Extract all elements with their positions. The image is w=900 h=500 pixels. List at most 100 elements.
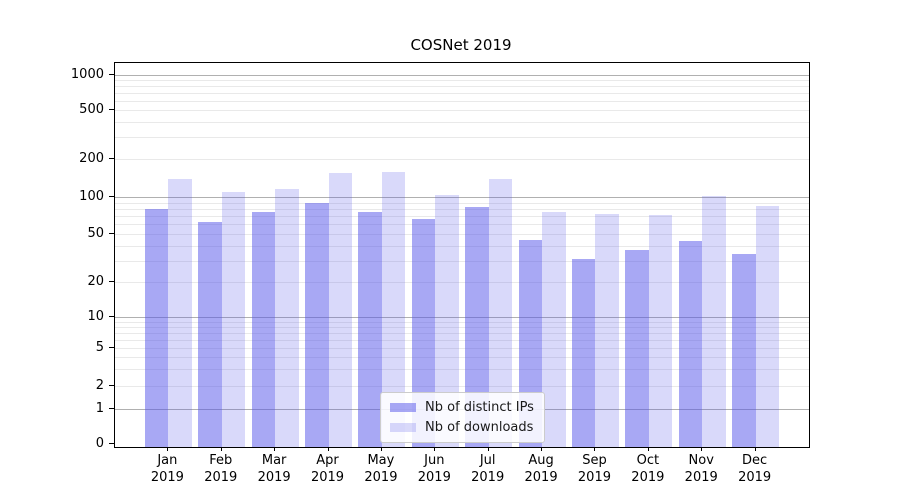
y-tick-label-20: 20 (87, 274, 104, 289)
minor-gridline-200 (115, 159, 809, 160)
legend-label-distinct-ips: Nb of distinct IPs (425, 400, 534, 415)
x-tick-mark-may (380, 447, 382, 451)
y-tick-mark-1 (109, 408, 114, 409)
x-tick-mark-feb (220, 447, 222, 451)
legend-swatch-downloads (390, 423, 416, 432)
bar-downloads-sep (595, 213, 619, 447)
x-tick-year: 2019 (524, 470, 558, 485)
legend-item-distinct-ips: Nb of distinct IPs (390, 399, 534, 416)
y-tick-label-1000: 1000 (70, 67, 104, 82)
minor-gridline-9 (115, 322, 809, 323)
x-tick-month: May (367, 453, 395, 468)
x-tick-label-dec: Dec 2019 (723, 452, 787, 486)
minor-gridline-8 (115, 327, 809, 328)
bar-distinct-ips-apr (305, 202, 329, 447)
bar-downloads-aug (542, 211, 566, 447)
y-tick-label-100: 100 (79, 189, 104, 204)
minor-gridline-60 (115, 224, 809, 225)
bar-distinct-ips-jul (465, 206, 489, 447)
x-tick-mark-apr (327, 447, 329, 451)
x-tick-label-jul: Jul 2019 (456, 452, 520, 486)
minor-gridline-4 (115, 357, 809, 358)
x-tick-month: Sep (582, 453, 607, 468)
bar-distinct-ips-jun (411, 219, 436, 447)
bar-downloads-dec (755, 206, 780, 447)
minor-gridline-400 (115, 122, 809, 123)
minor-gridline-900 (115, 80, 809, 81)
x-tick-mark-jul (487, 447, 489, 451)
x-tick-mark-jan (167, 447, 169, 451)
x-tick-year: 2019 (577, 470, 611, 485)
minor-gridline-7 (115, 333, 809, 334)
y-tick-label-2: 2 (95, 378, 104, 393)
x-tick-year: 2019 (204, 470, 238, 485)
x-tick-year: 2019 (150, 470, 184, 485)
x-tick-label-apr: Apr 2019 (296, 452, 360, 486)
bar-distinct-ips-feb (198, 221, 222, 447)
x-tick-mark-dec (754, 447, 756, 451)
legend: Nb of distinct IPs Nb of downloads (380, 392, 545, 443)
bar-distinct-ips-nov (678, 240, 703, 447)
minor-gridline-300 (115, 137, 809, 138)
bar-downloads-mar (275, 188, 299, 447)
plot-area: Nb of distinct IPs Nb of downloads (114, 62, 810, 448)
y-tick-mark-500 (109, 109, 114, 110)
x-tick-month: Feb (209, 453, 233, 468)
bar-downloads-jul (488, 178, 513, 447)
x-tick-label-may: May 2019 (349, 452, 413, 486)
minor-gridline-700 (115, 93, 809, 94)
minor-gridline-500 (115, 110, 809, 111)
bar-distinct-ips-mar (251, 212, 276, 447)
y-tick-label-1: 1 (95, 401, 104, 416)
y-tick-label-50: 50 (87, 226, 104, 241)
x-tick-year: 2019 (417, 470, 451, 485)
y-tick-label-200: 200 (79, 151, 104, 166)
x-tick-mark-nov (701, 447, 703, 451)
x-tick-month: Apr (316, 453, 339, 468)
legend-label-downloads: Nb of downloads (425, 420, 534, 435)
minor-gridline-80 (115, 209, 809, 210)
x-tick-mark-sep (594, 447, 596, 451)
x-tick-year: 2019 (257, 470, 291, 485)
y-tick-mark-200 (109, 158, 114, 159)
legend-swatch-distinct-ips (390, 403, 416, 412)
y-tick-mark-10 (109, 316, 114, 317)
minor-gridline-6 (115, 340, 809, 341)
x-tick-mark-oct (647, 447, 649, 451)
bar-downloads-apr (328, 172, 353, 447)
x-tick-label-feb: Feb 2019 (189, 452, 253, 486)
x-tick-month: Jun (424, 453, 445, 468)
bar-downloads-may (381, 171, 406, 447)
bar-downloads-feb (221, 191, 246, 447)
y-tick-mark-0 (109, 443, 114, 444)
x-tick-year: 2019 (631, 470, 665, 485)
minor-gridline-800 (115, 86, 809, 87)
y-tick-label-5: 5 (95, 340, 104, 355)
x-tick-month: Mar (261, 453, 287, 468)
minor-gridline-3 (115, 369, 809, 370)
bar-distinct-ips-oct (625, 249, 649, 447)
y-tick-label-500: 500 (79, 102, 104, 117)
x-tick-label-jun: Jun 2019 (402, 452, 466, 486)
x-tick-label-nov: Nov 2019 (669, 452, 733, 486)
minor-gridline-30 (115, 261, 809, 262)
minor-gridline-50 (115, 234, 809, 235)
major-gridline-10 (115, 317, 809, 318)
bar-distinct-ips-may (358, 211, 382, 447)
x-tick-mark-mar (274, 447, 276, 451)
y-tick-mark-100 (109, 196, 114, 197)
bar-downloads-jan (168, 178, 192, 447)
y-tick-mark-2 (109, 385, 114, 386)
x-tick-year: 2019 (310, 470, 345, 485)
bar-downloads-jun (435, 195, 459, 447)
x-tick-month: Jul (479, 453, 496, 468)
minor-gridline-600 (115, 101, 809, 102)
x-tick-year: 2019 (684, 470, 718, 485)
bar-downloads-oct (648, 214, 673, 447)
minor-gridline-40 (115, 246, 809, 247)
x-tick-year: 2019 (471, 470, 505, 485)
major-gridline-100 (115, 197, 809, 198)
bar-distinct-ips-dec (732, 254, 756, 447)
minor-gridline-5 (115, 348, 809, 349)
